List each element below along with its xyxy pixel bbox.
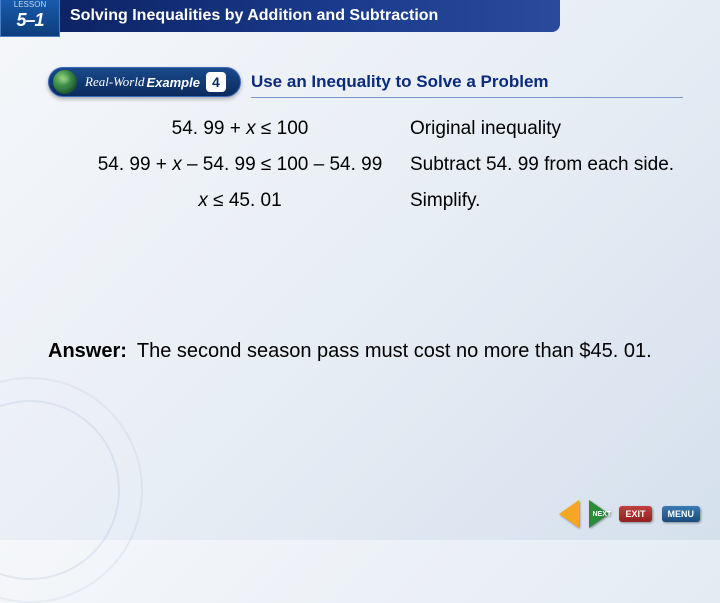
step-equation: 54. 99 + x – 54. 99 ≤ 100 – 54. 99 (70, 154, 410, 176)
lesson-label: LESSON (14, 0, 46, 9)
example-title: Use an Inequality to Solve a Problem (251, 67, 683, 98)
lesson-number: 5–1 (16, 10, 43, 31)
answer-text: The second season pass must cost no more… (137, 340, 680, 363)
footer-nav: NEXT EXIT MENU (559, 500, 700, 528)
prev-button[interactable] (559, 500, 579, 528)
example-header: Real-World Example 4 Use an Inequality t… (48, 65, 683, 99)
step-row: 54. 99 + x ≤ 100 Original inequality (70, 118, 680, 140)
step-equation: x ≤ 45. 01 (70, 190, 410, 212)
worked-steps: 54. 99 + x ≤ 100 Original inequality 54.… (70, 118, 680, 226)
next-button[interactable]: NEXT (589, 500, 609, 528)
step-description: Original inequality (410, 118, 680, 140)
exit-button[interactable]: EXIT (619, 506, 651, 522)
step-row: x ≤ 45. 01 Simplify. (70, 190, 680, 212)
pill-example: Example (146, 75, 199, 90)
decorative-arc (0, 400, 120, 580)
step-description: Subtract 54. 99 from each side. (410, 154, 680, 176)
answer-block: Answer: The second season pass must cost… (48, 340, 680, 363)
lesson-title: Solving Inequalities by Addition and Sub… (70, 7, 438, 25)
lesson-badge: LESSON 5–1 (0, 0, 60, 37)
pill-realworld: Real-World (85, 74, 144, 90)
example-pill: Real-World Example 4 (48, 67, 241, 97)
menu-button[interactable]: MENU (662, 506, 701, 522)
step-description: Simplify. (410, 190, 680, 212)
next-label: NEXT (592, 511, 611, 518)
lesson-header: LESSON 5–1 Solving Inequalities by Addit… (0, 0, 560, 32)
pill-number: 4 (206, 72, 226, 92)
globe-icon (53, 70, 77, 94)
step-row: 54. 99 + x – 54. 99 ≤ 100 – 54. 99 Subtr… (70, 154, 680, 176)
step-equation: 54. 99 + x ≤ 100 (70, 118, 410, 140)
answer-label: Answer: (48, 340, 127, 363)
